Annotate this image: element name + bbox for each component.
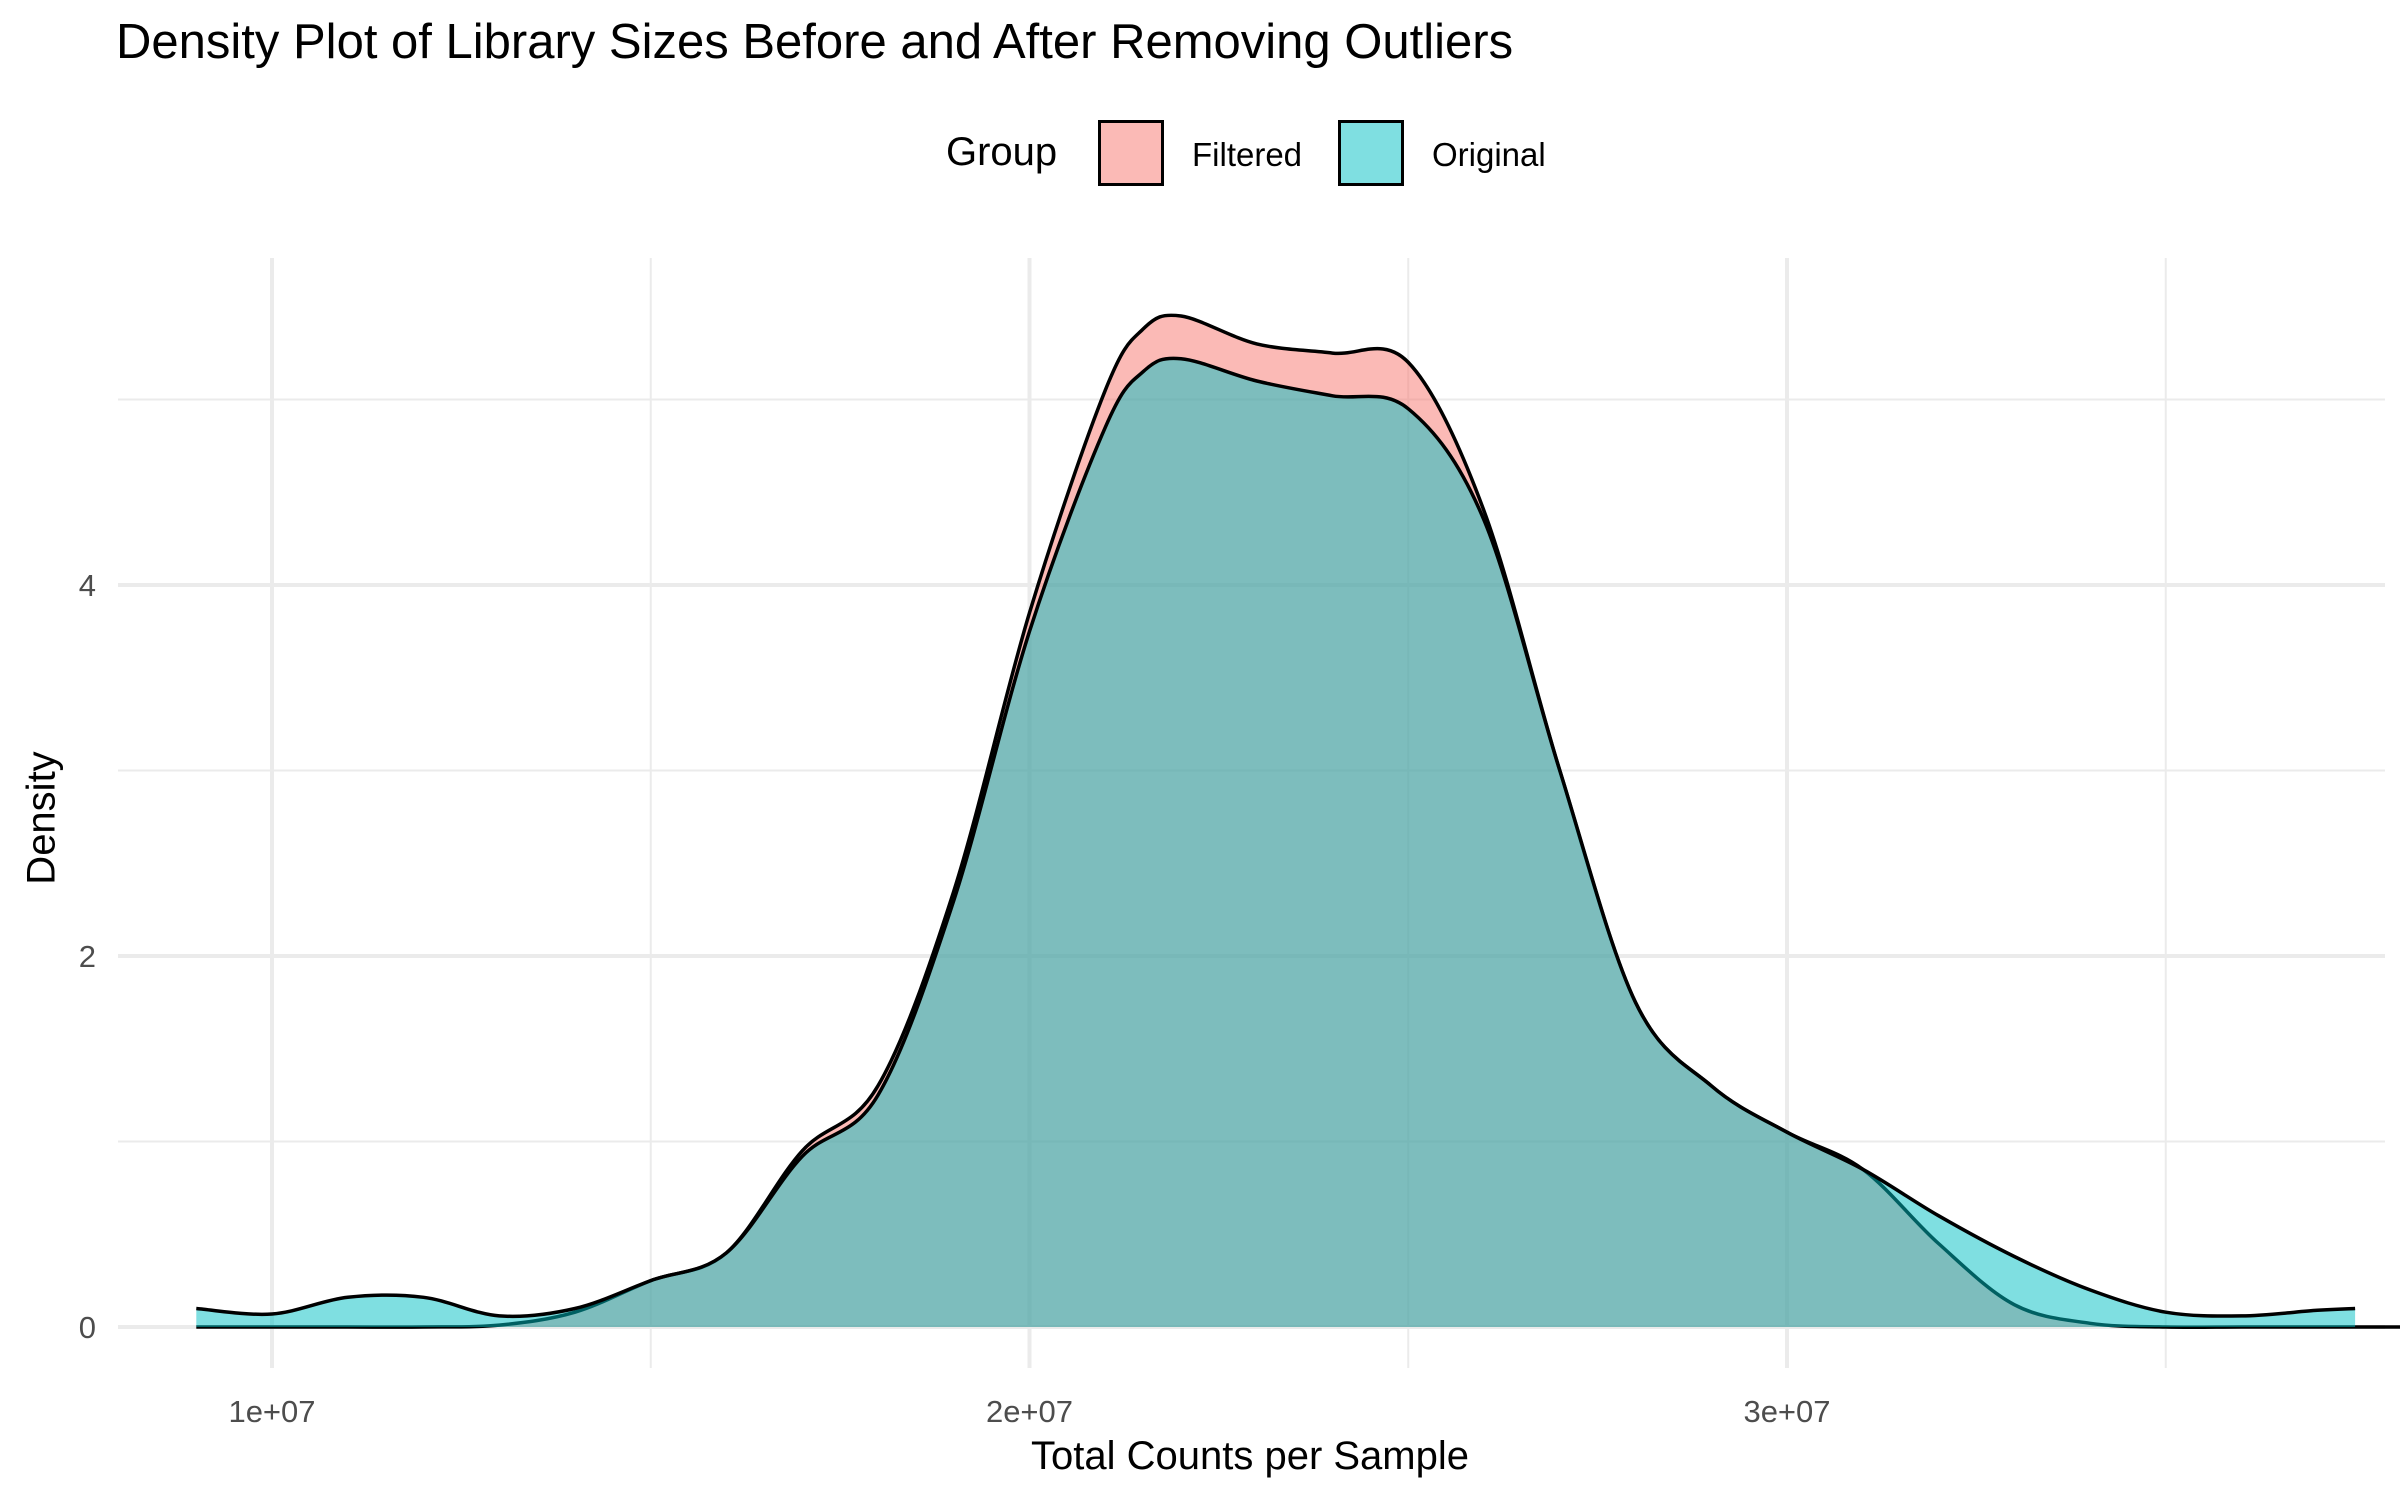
x-tick-label: 2e+07 [986,1394,1073,1429]
legend-label-original: Original [1432,136,1546,173]
legend-swatch-fill-filtered [1098,120,1164,186]
x-axis-title: Total Counts per Sample [1030,1434,1470,1478]
x-tick-label: 1e+07 [228,1394,315,1429]
legend-swatch-filtered [1098,120,1164,186]
legend: Group Filtered Original [0,120,2400,190]
legend-swatch-fill-original [1338,120,1404,186]
x-tick-label: 3e+07 [1743,1394,1830,1429]
chart-title: Density Plot of Library Sizes Before and… [116,15,1514,69]
y-tick-label: 2 [79,939,96,974]
density-line-original [196,356,2356,1319]
legend-label-filtered: Filtered [1192,136,1303,173]
legend-title: Group [946,130,1058,174]
density-area-original [196,358,2356,1328]
y-tick-label: 0 [79,1310,96,1345]
legend-swatch-original [1338,120,1404,186]
y-axis-title: Density [19,751,64,885]
y-tick-label: 4 [79,568,96,603]
